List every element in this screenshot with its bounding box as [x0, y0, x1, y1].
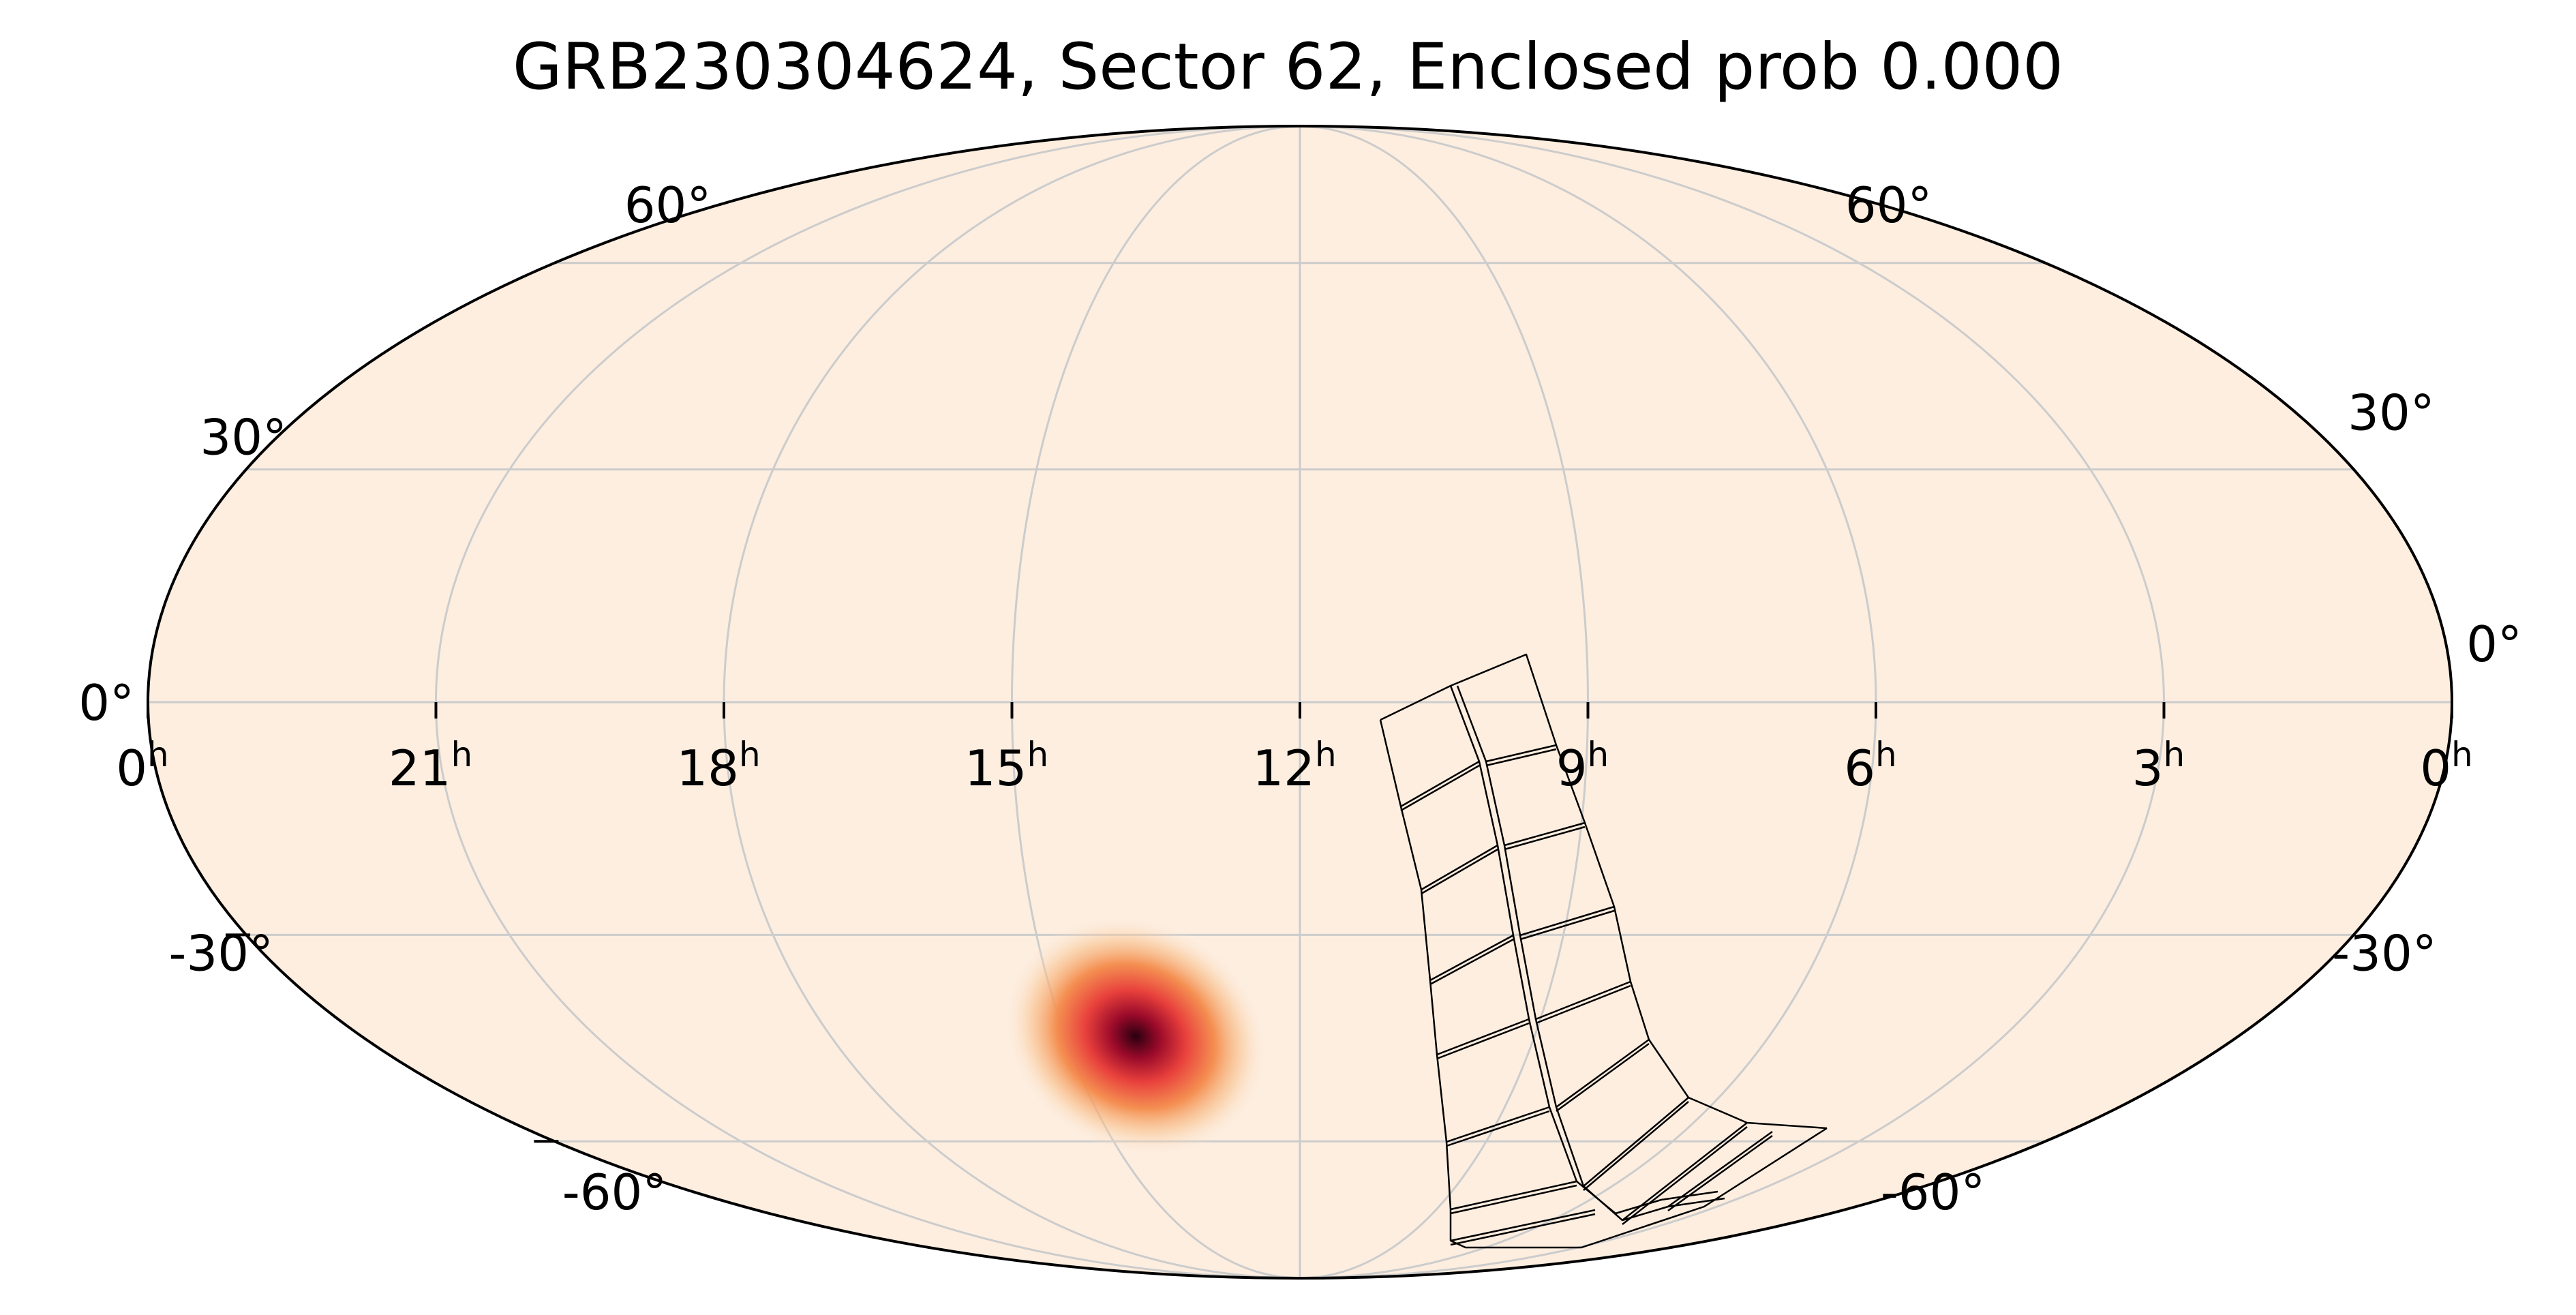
ccd-boundary [1436, 1022, 1530, 1060]
ccd-boundary [1622, 1126, 1748, 1225]
dec-label-left: 30° [200, 409, 287, 466]
dec-label-right: 60° [1845, 177, 1933, 234]
ra-tick-suffix: h [2451, 735, 2473, 774]
ccd-boundary [1436, 1018, 1530, 1056]
dec-label-right: -60° [1881, 1164, 1986, 1221]
footprint-outline-left [1379, 719, 1828, 1249]
ccd-boundary [1421, 848, 1498, 895]
ra-tick-suffix: h [451, 735, 472, 774]
ccd-boundary [1535, 984, 1631, 1025]
ra-tick-suffix: h [1315, 735, 1337, 774]
ccd-boundary [1504, 821, 1586, 847]
ccd-boundary [1429, 934, 1514, 982]
probability-heatmap [1003, 916, 1268, 1158]
footprint-midline-b [1456, 685, 1725, 1222]
ccd-boundary [1450, 1180, 1577, 1211]
ccd-boundary [1446, 1110, 1550, 1147]
dec-label-left: -30° [168, 924, 273, 982]
ccd-boundary [1519, 905, 1615, 937]
axis-ticks [147, 702, 2453, 1143]
ra-tick-suffix: h [147, 735, 169, 774]
dec-label-right: -30° [2332, 924, 2437, 982]
ra-tick-suffix: h [1027, 735, 1048, 774]
chart-title: GRB230304624, Sector 62, Enclosed prob 0… [512, 30, 2064, 104]
ccd-boundary [1446, 1106, 1550, 1143]
dec-label-right: 30° [2348, 384, 2435, 442]
ccd-boundary [1400, 764, 1480, 812]
probability-peak [1003, 916, 1268, 1158]
tess-sector-footprint [1379, 653, 1828, 1249]
ccd-boundary [1667, 1134, 1773, 1212]
ccd-boundary [1450, 1213, 1596, 1246]
ccd-boundary [1519, 909, 1615, 941]
ccd-boundary [1485, 744, 1557, 763]
ccd-boundary [1429, 938, 1514, 986]
dec-label-left: 0° [78, 674, 134, 731]
footprint-midline-a [1449, 685, 1718, 1215]
ccd-boundary [1583, 1101, 1689, 1191]
ccd-boundary [1556, 1042, 1650, 1113]
ra-tick-label: 0h [2420, 735, 2473, 797]
ccd-boundary [1450, 1209, 1596, 1242]
ccd-boundary [1667, 1130, 1773, 1208]
ccd-boundary [1450, 1184, 1577, 1215]
ccd-boundary [1400, 760, 1480, 808]
dec-label-left: -60° [562, 1164, 667, 1221]
ra-tick-suffix: h [1875, 735, 1897, 774]
ccd-boundary [1504, 826, 1586, 851]
dec-label-left: 60° [624, 177, 712, 234]
ccd-boundary [1535, 980, 1631, 1021]
ccd-boundary [1583, 1097, 1689, 1187]
ccd-boundary [1421, 844, 1498, 891]
ra-tick-suffix: h [1588, 735, 1609, 774]
ccd-boundary [1622, 1122, 1748, 1221]
ccd-boundary [1485, 748, 1557, 767]
dec-label-right: 0° [2466, 616, 2522, 673]
ccd-boundary [1556, 1038, 1650, 1108]
ra-tick-suffix: h [739, 735, 761, 774]
ra-tick-suffix: h [2164, 735, 2185, 774]
